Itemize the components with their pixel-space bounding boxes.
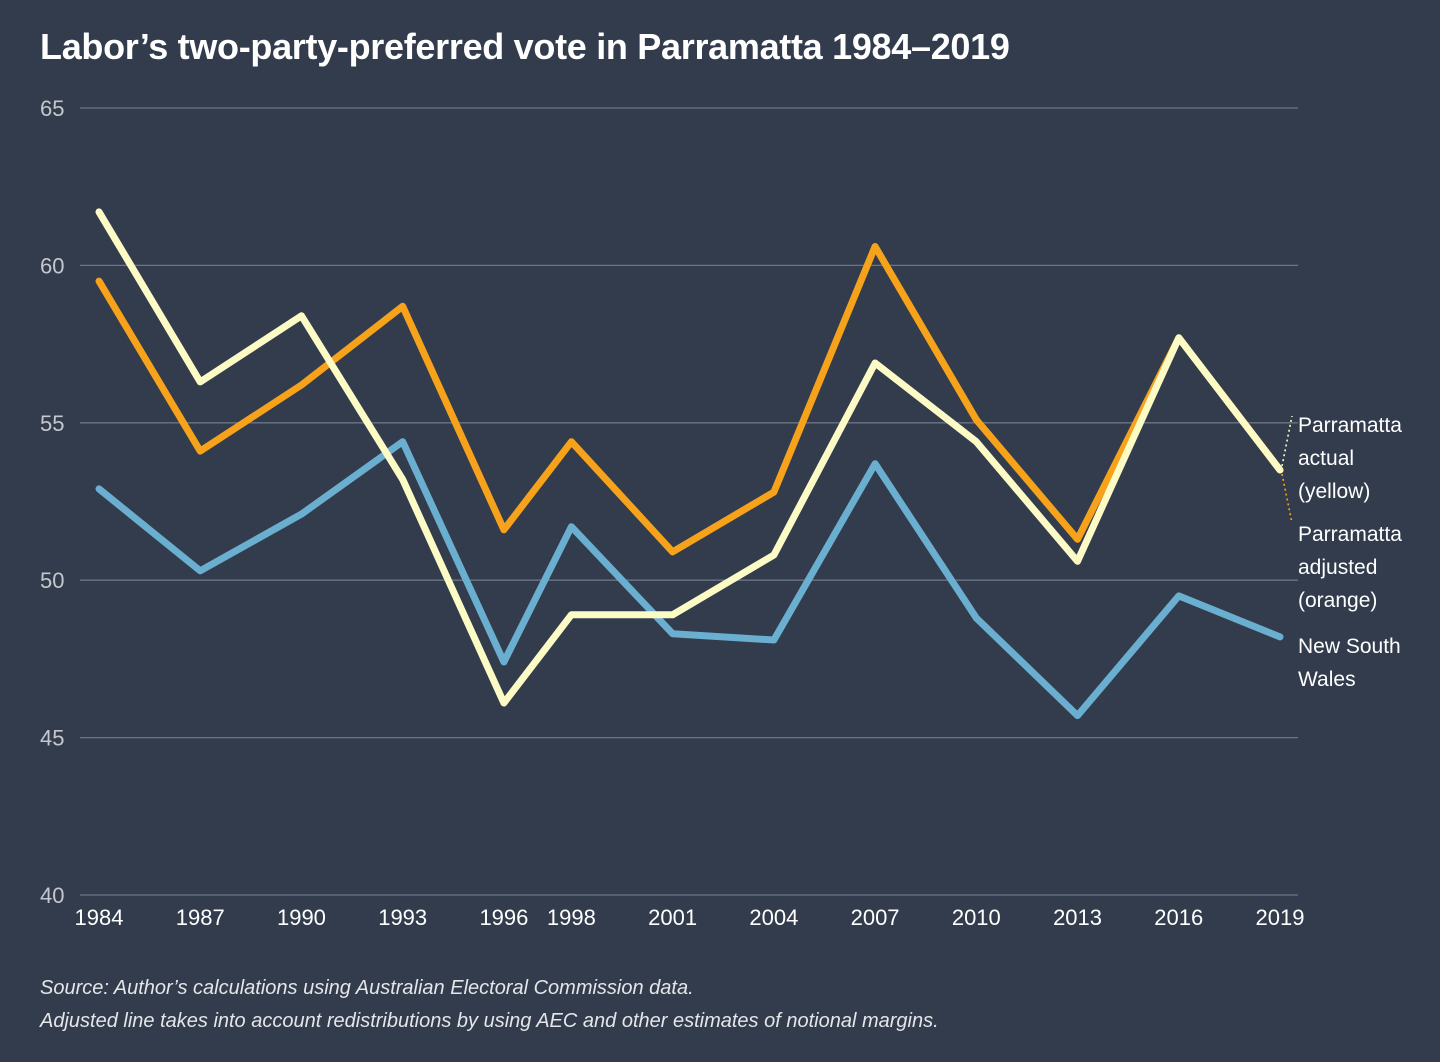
series-label-actual-line-1: Parramatta (1298, 414, 1402, 437)
gridlines (80, 107, 1298, 896)
x-tick-label-2019: 2019 (1256, 905, 1305, 930)
x-tick-label-1990: 1990 (277, 905, 326, 930)
series-label-nsw-line-1: New South (1298, 635, 1401, 658)
x-tick-label-2016: 2016 (1154, 905, 1203, 930)
series-label-actual-line-3: (yellow) (1298, 480, 1370, 503)
series-label-nsw-line-2: Wales (1298, 668, 1356, 691)
label-connectors (1281, 415, 1293, 524)
series-label-adjusted-line-2: adjusted (1298, 556, 1377, 579)
y-tick-label-65: 65 (40, 96, 64, 121)
x-tick-label-1984: 1984 (75, 905, 124, 930)
y-tick-label-45: 45 (40, 726, 64, 751)
series-lines (95, 208, 1284, 720)
adjusted-note: Adjusted line takes into account redistr… (40, 1010, 939, 1032)
series-label-adjusted-line-3: (orange) (1298, 589, 1377, 612)
series-label-adjusted: Parramatta adjusted (orange) (1298, 523, 1402, 612)
series-line-adjusted (95, 243, 1284, 556)
x-tick-label-2001: 2001 (648, 905, 697, 930)
y-tick-label-50: 50 (40, 568, 64, 593)
series-labels: Parramatta adjusted (orange) New South Wales… (1298, 414, 1402, 691)
y-tick-label-55: 55 (40, 411, 64, 436)
series-line-nsw (95, 438, 1284, 720)
source-note: Source: Author’s calculations using Aust… (40, 977, 694, 999)
connector-actual (1281, 415, 1293, 467)
chart-title: Labor’s two-party-preferred vote in Parr… (40, 26, 1010, 67)
x-tick-label-2007: 2007 (851, 905, 900, 930)
series-line-actual (95, 208, 1284, 707)
series-label-actual-line-2: actual (1298, 447, 1354, 470)
x-tick-label-1993: 1993 (378, 905, 427, 930)
x-axis-ticks: 1984 1987 1990 1993 1996 1998 2001 2004 2007 2010… (75, 905, 1305, 930)
x-tick-label-2010: 2010 (952, 905, 1001, 930)
y-tick-label-40: 40 (40, 883, 64, 908)
x-tick-label-1987: 1987 (176, 905, 225, 930)
series-label-actual: Parramatta actual (yellow) (1298, 414, 1402, 503)
x-tick-label-1998: 1998 (547, 905, 596, 930)
y-axis-ticks: 40 45 50 55 60 65 (40, 96, 64, 908)
series-label-adjusted-line-1: Parramatta (1298, 523, 1402, 546)
y-tick-label-60: 60 (40, 253, 64, 278)
x-tick-label-2004: 2004 (749, 905, 798, 930)
x-tick-label-1996: 1996 (479, 905, 528, 930)
x-tick-label-2013: 2013 (1053, 905, 1102, 930)
series-label-nsw: New South Wales (1298, 635, 1401, 691)
connector-adjusted (1281, 473, 1293, 524)
